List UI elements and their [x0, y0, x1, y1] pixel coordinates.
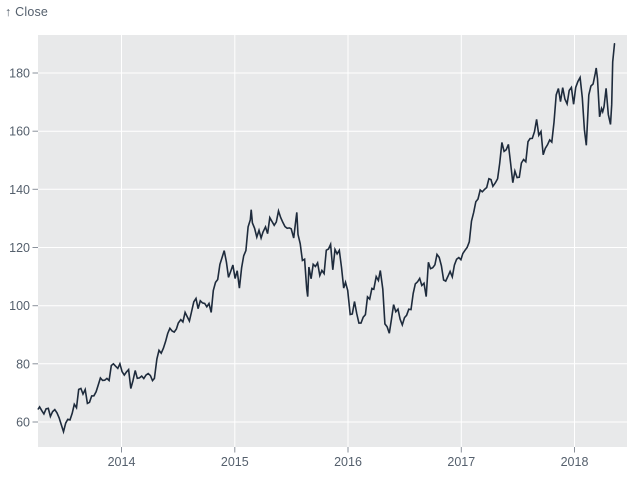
y-tick-label: 160 — [9, 125, 30, 139]
y-tick-label: 120 — [9, 241, 30, 255]
x-tick-label: 2017 — [447, 455, 475, 469]
x-tick-label: 2016 — [334, 455, 362, 469]
y-tick-label: 140 — [9, 183, 30, 197]
y-tick-label: 100 — [9, 299, 30, 313]
y-tick-label: 80 — [16, 357, 30, 371]
x-tick-label: 2015 — [221, 455, 249, 469]
y-tick-label: 180 — [9, 67, 30, 81]
x-tick-label: 2014 — [108, 455, 136, 469]
y-tick-label: 60 — [16, 416, 30, 430]
plot-background — [38, 35, 627, 447]
close-price-line — [37, 43, 616, 435]
x-tick-label: 2018 — [561, 455, 589, 469]
y-axis-label: ↑ Close — [5, 5, 49, 19]
